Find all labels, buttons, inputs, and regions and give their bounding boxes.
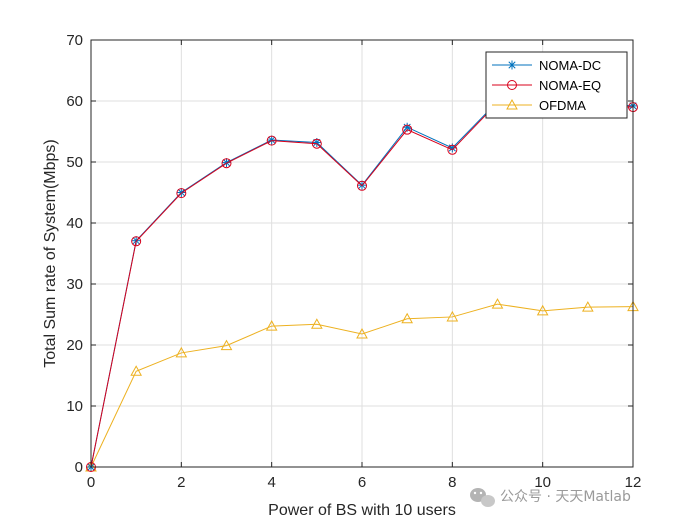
x-tick-label: 6 [358, 474, 366, 491]
legend-label: OFDMA [539, 98, 586, 113]
data-point [310, 318, 323, 329]
y-tick-labels: 0 10 20 30 40 50 60 70 [66, 32, 83, 476]
x-tick-label: 10 [534, 474, 551, 491]
tick-marks [90, 39, 634, 468]
data-point [356, 327, 368, 339]
data-point [176, 188, 187, 199]
x-tick-label: 4 [267, 474, 275, 491]
y-tick-label: 0 [75, 459, 83, 476]
data-point [447, 144, 458, 155]
data-point [175, 346, 188, 358]
y-tick-label: 70 [66, 32, 83, 49]
x-tick-label: 0 [87, 474, 95, 491]
legend-marker [507, 80, 517, 90]
legend-item: NOMA-EQ [492, 78, 601, 93]
x-tick-label: 12 [625, 474, 642, 491]
data-point [311, 138, 322, 149]
series-ofdma [85, 298, 639, 472]
data-point [446, 310, 459, 322]
wechat-icon [470, 488, 495, 507]
legend-label: NOMA-DC [539, 58, 601, 73]
watermark: 公众号 · 天天Matlab [470, 488, 631, 507]
data-point [581, 301, 594, 312]
legend-item: NOMA-DC [492, 58, 601, 73]
y-axis-label: Total Sum rate of System(Mbps) [42, 139, 59, 368]
data-point [402, 124, 413, 135]
data-point [176, 188, 186, 197]
legend-marker [506, 98, 518, 110]
data-point [265, 320, 278, 331]
data-point [221, 158, 232, 169]
x-axis-label: Power of BS with 10 users [268, 502, 456, 519]
data-point [401, 312, 414, 324]
y-tick-label: 10 [66, 398, 83, 415]
legend-marker [507, 60, 517, 70]
data-point [220, 339, 233, 351]
y-tick-label: 30 [66, 276, 83, 293]
data-point [130, 365, 143, 376]
data-point [266, 135, 277, 146]
data-point [536, 304, 549, 316]
legend-item: OFDMA [492, 98, 586, 113]
data-point [491, 298, 504, 309]
x-tick-labels: 0 2 4 6 8 10 12 [87, 474, 642, 491]
series-line [90, 303, 634, 468]
legend-label: NOMA-EQ [539, 78, 601, 93]
x-tick-label: 8 [448, 474, 456, 491]
y-tick-label: 60 [66, 93, 83, 110]
data-point [357, 180, 367, 191]
y-tick-label: 50 [66, 154, 83, 171]
data-point [131, 236, 142, 247]
watermark-text: 公众号 · 天天Matlab [500, 489, 631, 505]
y-tick-label: 40 [66, 215, 83, 232]
x-tick-label: 2 [177, 474, 185, 491]
y-tick-label: 20 [66, 337, 83, 354]
legend: NOMA-DC NOMA-EQ OFDMA [485, 51, 628, 119]
